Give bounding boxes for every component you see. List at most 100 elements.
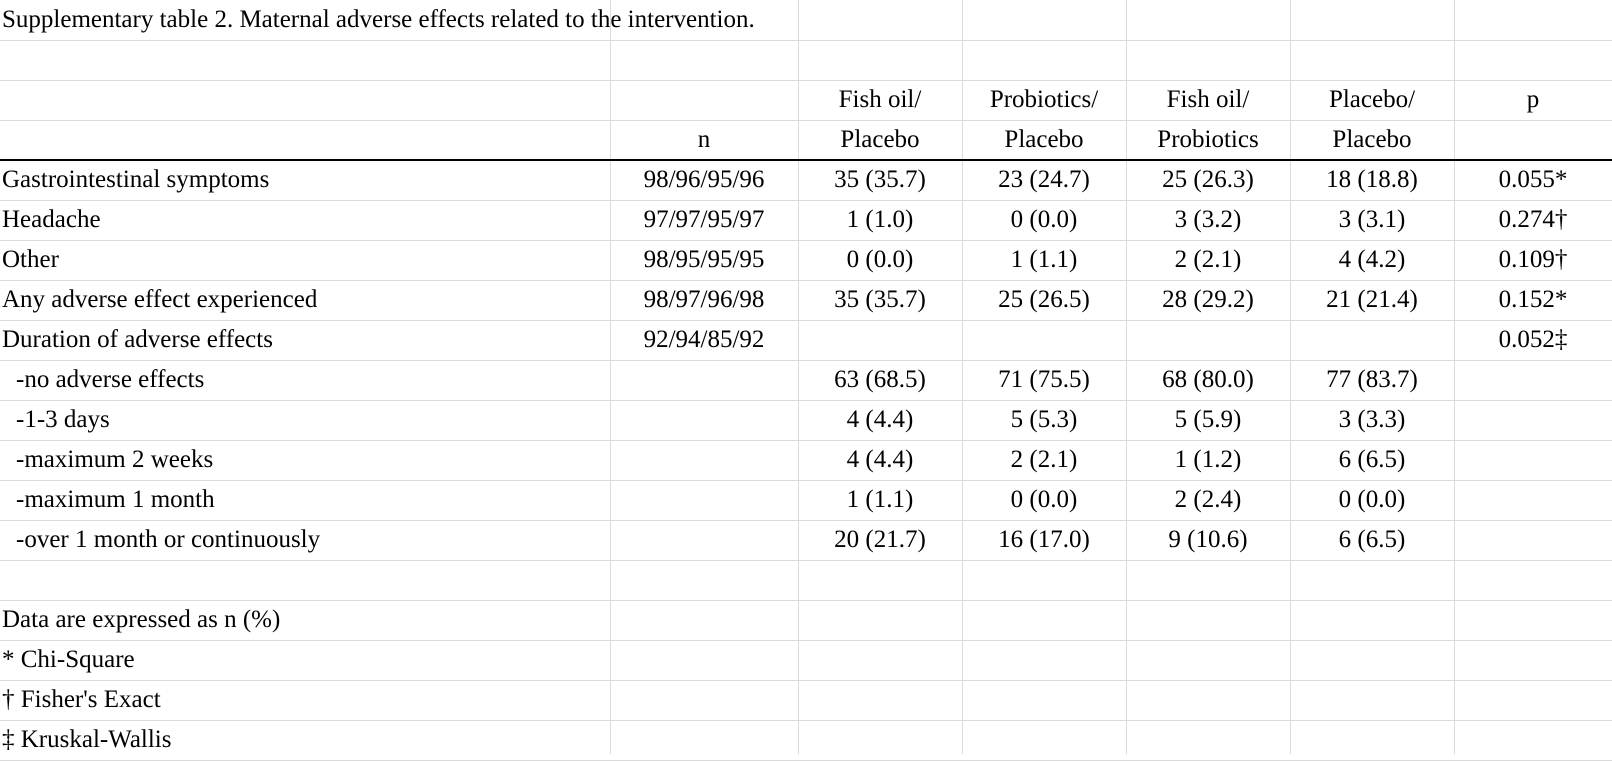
header-probiotics-placebo-top[interactable]: Probiotics/ [989,86,1099,113]
header-p-top[interactable]: p [1526,86,1540,113]
probiotics-placebo-cell[interactable]: 71 (75.5) [998,366,1090,393]
placebo-placebo-cell[interactable]: 3 (3.1) [1338,206,1406,233]
grid-row-line [0,280,1612,281]
probiotics-placebo-cell[interactable]: 16 (17.0) [998,526,1090,553]
p-value-cell[interactable] [1454,360,1612,400]
row-label-cell[interactable]: -1-3 days [16,406,110,433]
n-cell[interactable]: 92/94/85/92 [643,326,765,353]
footnote[interactable]: Data are expressed as n (%) [2,606,281,633]
n-cell[interactable]: 97/97/95/97 [643,206,765,233]
placebo-placebo-cell[interactable]: 6 (6.5) [1338,526,1406,553]
probiotics-placebo-cell[interactable]: 1 (1.1) [1010,246,1078,273]
fish-oil-probiotics-cell[interactable] [1126,320,1290,360]
header-label-top[interactable] [0,80,610,120]
grid-row-line [0,600,1612,601]
p-value-cell[interactable]: 0.152* [1498,286,1568,313]
probiotics-placebo-cell[interactable]: 5 (5.3) [1010,406,1078,433]
fish-oil-probiotics-cell[interactable]: 28 (29.2) [1162,286,1254,313]
p-value-cell[interactable]: 0.109† [1498,246,1568,273]
header-fish-oil-placebo-bottom[interactable]: Placebo [840,126,920,153]
row-label-cell[interactable]: Duration of adverse effects [2,326,273,353]
header-probiotics-placebo-bottom[interactable]: Placebo [1004,126,1084,153]
fish-oil-probiotics-cell[interactable]: 2 (2.1) [1174,246,1242,273]
header-label-bottom[interactable] [0,120,610,160]
placebo-placebo-cell[interactable]: 3 (3.3) [1338,406,1406,433]
n-cell[interactable] [610,400,798,440]
fish-oil-placebo-cell[interactable]: 4 (4.4) [846,406,914,433]
n-cell[interactable] [610,360,798,400]
row-label-cell[interactable]: -no adverse effects [16,366,205,393]
header-fish-oil-placebo-top[interactable]: Fish oil/ [838,86,922,113]
grid-column-line [1454,0,1455,754]
header-placebo-placebo-top[interactable]: Placebo/ [1328,86,1416,113]
fish-oil-placebo-cell[interactable] [798,320,962,360]
placebo-placebo-cell[interactable]: 4 (4.2) [1338,246,1406,273]
p-value-cell[interactable]: 0.274† [1498,206,1568,233]
p-value-cell[interactable] [1454,520,1612,560]
header-p-bottom[interactable] [1454,120,1612,160]
placebo-placebo-cell[interactable]: 18 (18.8) [1326,166,1418,193]
footnote[interactable]: † Fisher's Exact [2,686,161,713]
grid-row-line [0,400,1612,401]
fish-oil-placebo-cell[interactable]: 4 (4.4) [846,446,914,473]
row-label-cell[interactable]: Other [2,246,59,273]
p-value-cell[interactable] [1454,480,1612,520]
probiotics-placebo-cell[interactable]: 25 (26.5) [998,286,1090,313]
placebo-placebo-cell[interactable]: 6 (6.5) [1338,446,1406,473]
fish-oil-probiotics-cell[interactable]: 1 (1.2) [1174,446,1242,473]
n-cell[interactable] [610,480,798,520]
probiotics-placebo-cell[interactable]: 0 (0.0) [1010,486,1078,513]
row-label-cell[interactable]: Headache [2,206,101,233]
fish-oil-placebo-cell[interactable]: 35 (35.7) [834,166,926,193]
placebo-placebo-cell[interactable]: 0 (0.0) [1338,486,1406,513]
p-value-cell[interactable]: 0.052‡ [1498,326,1568,353]
row-label-cell[interactable]: -maximum 2 weeks [16,446,214,473]
placebo-placebo-cell[interactable] [1290,320,1454,360]
fish-oil-probiotics-cell[interactable]: 2 (2.4) [1174,486,1242,513]
fish-oil-placebo-cell[interactable]: 63 (68.5) [834,366,926,393]
n-cell[interactable]: 98/95/95/95 [643,246,765,273]
header-n-top[interactable] [610,80,798,120]
n-cell[interactable]: 98/96/95/96 [643,166,765,193]
probiotics-placebo-cell[interactable] [962,320,1126,360]
grid-column-line [610,0,611,754]
n-cell[interactable]: 98/97/96/98 [643,286,765,313]
footnote[interactable]: * Chi-Square [2,646,135,673]
header-n-bottom[interactable]: n [697,126,711,153]
fish-oil-probiotics-cell[interactable]: 3 (3.2) [1174,206,1242,233]
grid-row-line [0,320,1612,321]
placebo-placebo-cell[interactable]: 77 (83.7) [1326,366,1418,393]
fish-oil-probiotics-cell[interactable]: 9 (10.6) [1168,526,1248,553]
grid-row-line [0,680,1612,681]
grid-row-line [0,520,1612,521]
grid-column-line [798,0,799,754]
footnote[interactable]: ‡ Kruskal-Wallis [2,726,172,753]
n-cell[interactable] [610,440,798,480]
p-value-cell[interactable] [1454,400,1612,440]
p-value-cell[interactable] [1454,440,1612,480]
probiotics-placebo-cell[interactable]: 2 (2.1) [1010,446,1078,473]
row-label-cell[interactable]: Any adverse effect experienced [2,286,318,313]
probiotics-placebo-cell[interactable]: 23 (24.7) [998,166,1090,193]
header-fish-oil-probiotics-top[interactable]: Fish oil/ [1166,86,1250,113]
table-title[interactable]: Supplementary table 2. Maternal adverse … [2,6,755,33]
row-label-cell[interactable]: -maximum 1 month [16,486,215,513]
row-label-cell[interactable]: -over 1 month or continuously [16,526,321,553]
header-placebo-placebo-bottom[interactable]: Placebo [1332,126,1412,153]
fish-oil-placebo-cell[interactable]: 1 (1.1) [846,486,914,513]
fish-oil-probiotics-cell[interactable]: 68 (80.0) [1162,366,1254,393]
fish-oil-probiotics-cell[interactable]: 5 (5.9) [1174,406,1242,433]
row-label-cell[interactable]: Gastrointestinal symptoms [2,166,270,193]
fish-oil-placebo-cell[interactable]: 0 (0.0) [846,246,914,273]
fish-oil-placebo-cell[interactable]: 35 (35.7) [834,286,926,313]
n-cell[interactable] [610,520,798,560]
grid-row-line [0,80,1612,81]
placebo-placebo-cell[interactable]: 21 (21.4) [1326,286,1418,313]
header-fish-oil-probiotics-bottom[interactable]: Probiotics [1157,126,1259,153]
fish-oil-placebo-cell[interactable]: 1 (1.0) [846,206,914,233]
grid-row-line [0,640,1612,641]
p-value-cell[interactable]: 0.055* [1498,166,1568,193]
fish-oil-placebo-cell[interactable]: 20 (21.7) [834,526,926,553]
probiotics-placebo-cell[interactable]: 0 (0.0) [1010,206,1078,233]
fish-oil-probiotics-cell[interactable]: 25 (26.3) [1162,166,1254,193]
